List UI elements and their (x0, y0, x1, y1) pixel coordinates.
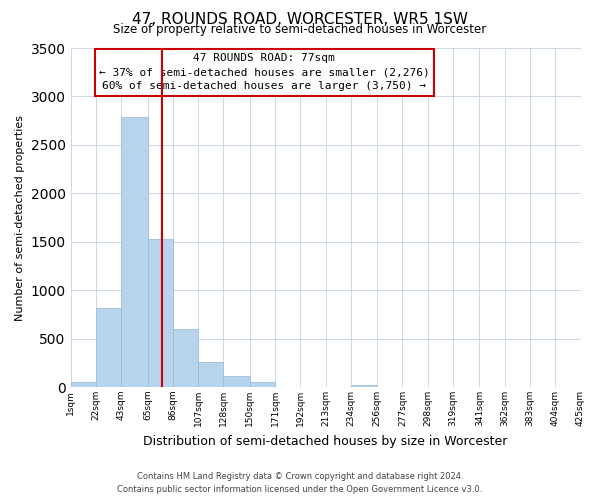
Bar (250, 382, 275, 387)
Text: 47, ROUNDS ROAD, WORCESTER, WR5 1SW: 47, ROUNDS ROAD, WORCESTER, WR5 1SW (132, 12, 468, 28)
Y-axis label: Number of semi-detached properties: Number of semi-detached properties (15, 114, 25, 320)
Text: Contains HM Land Registry data © Crown copyright and database right 2024.
Contai: Contains HM Land Registry data © Crown c… (118, 472, 482, 494)
Bar (198, 362, 223, 387)
Bar (71, 382, 96, 387)
Bar (96, 308, 121, 387)
Bar (351, 385, 377, 387)
Bar (148, 239, 173, 387)
Text: 47 ROUNDS ROAD: 77sqm
← 37% of semi-detached houses are smaller (2,276)
60% of s: 47 ROUNDS ROAD: 77sqm ← 37% of semi-deta… (99, 53, 430, 91)
Bar (121, 117, 148, 387)
Bar (173, 330, 198, 387)
Text: Size of property relative to semi-detached houses in Worcester: Size of property relative to semi-detach… (113, 22, 487, 36)
X-axis label: Distribution of semi-detached houses by size in Worcester: Distribution of semi-detached houses by … (143, 434, 508, 448)
Bar (223, 376, 250, 387)
